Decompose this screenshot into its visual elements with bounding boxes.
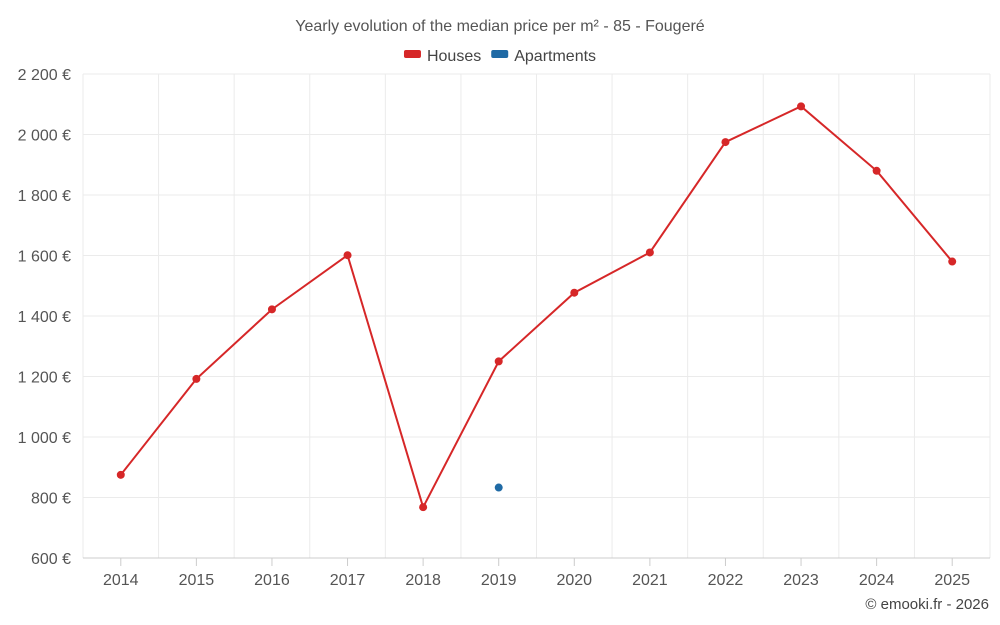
series-houses: [116, 102, 957, 512]
data-point[interactable]: [419, 503, 428, 512]
data-point[interactable]: [948, 257, 957, 266]
x-tick-label: 2020: [556, 572, 592, 589]
y-tick-label: 1 600 €: [18, 249, 71, 266]
data-point[interactable]: [645, 248, 654, 257]
legend-label: Apartments: [514, 48, 596, 65]
series-line: [120, 105, 953, 510]
x-tick-label: 2014: [103, 572, 139, 589]
legend-item-houses[interactable]: Houses: [403, 48, 481, 65]
x-axis-ticks: 2014 2015 2016 2017 2018 2019 2020 2021 2022 2023…: [103, 558, 970, 589]
x-tick-label: 2017: [330, 572, 366, 589]
data-point[interactable]: [721, 138, 730, 147]
y-tick-label: 600 €: [31, 551, 71, 568]
x-tick-label: 2015: [179, 572, 215, 589]
series-layer: [116, 102, 957, 512]
x-tick-label: 2024: [859, 572, 895, 589]
data-point[interactable]: [494, 357, 503, 366]
x-gridlines: [82, 74, 991, 558]
x-tick-label: 2022: [708, 572, 744, 589]
credit-text: © emooki.fr - 2026: [865, 596, 989, 613]
data-point[interactable]: [797, 102, 806, 111]
y-tick-label: 1 000 €: [18, 430, 71, 447]
x-tick-label: 2025: [934, 572, 970, 589]
legend-swatch: [403, 50, 421, 58]
y-tick-label: 1 200 €: [18, 370, 71, 387]
data-point[interactable]: [192, 374, 201, 383]
y-tick-label: 2 200 €: [18, 67, 71, 84]
legend-item-apartments[interactable]: Apartments: [491, 48, 596, 65]
data-point[interactable]: [267, 305, 276, 314]
y-tick-label: 1 400 €: [18, 309, 71, 326]
y-axis-ticks: 600 € 800 € 1 000 € 1 200 € 1 400 € 1 600 € 1 …: [18, 67, 71, 568]
y-tick-label: 2 000 €: [18, 128, 71, 145]
x-tick-label: 2023: [783, 572, 819, 589]
x-tick-label: 2018: [405, 572, 441, 589]
data-point[interactable]: [343, 251, 352, 260]
data-point[interactable]: [494, 483, 503, 492]
legend-swatch: [491, 50, 509, 58]
x-tick-label: 2021: [632, 572, 668, 589]
data-point[interactable]: [570, 288, 579, 297]
legend: Houses Apartments: [403, 48, 596, 65]
data-point[interactable]: [116, 470, 125, 479]
legend-label: Houses: [427, 48, 481, 65]
chart-title: Yearly evolution of the median price per…: [295, 18, 705, 35]
y-tick-label: 1 800 €: [18, 188, 71, 205]
x-tick-label: 2016: [254, 572, 290, 589]
y-tick-label: 800 €: [31, 491, 71, 508]
series-apartments: [494, 483, 503, 492]
data-point[interactable]: [872, 166, 881, 175]
x-tick-label: 2019: [481, 572, 517, 589]
